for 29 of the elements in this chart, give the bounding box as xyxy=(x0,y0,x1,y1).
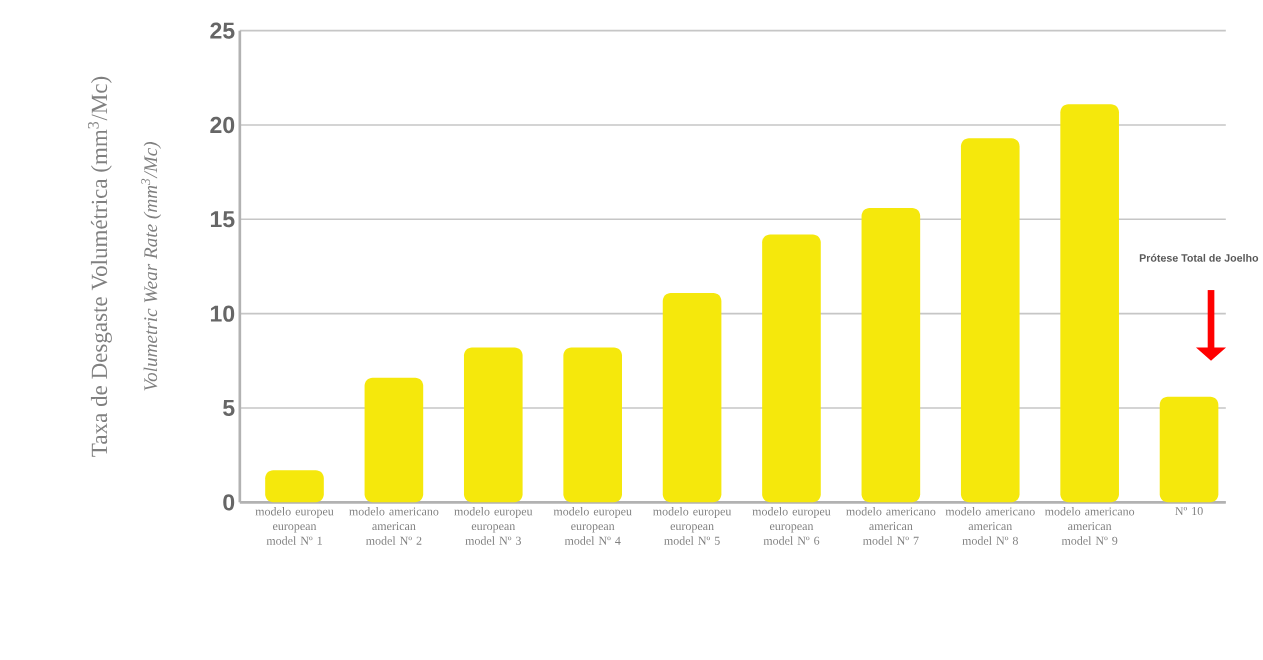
text: Volumetric Wear Rate (mm$^{3}$/Mc) xyxy=(141,142,162,391)
x-tick-label: modelo europeu european model Nº 1 xyxy=(255,507,334,546)
bar xyxy=(1159,396,1219,503)
annotation: Prótese Total de Joelho xyxy=(1139,254,1259,262)
bar xyxy=(662,293,722,503)
y-tick-label: 20 xyxy=(210,117,235,134)
x-tick-label: modelo europeu european model Nº 6 xyxy=(752,507,831,546)
y-tick-label: 10 xyxy=(210,305,235,323)
x-tick-label: modelo europeu european model Nº 5 xyxy=(653,507,732,546)
x-tick-label: modelo europeu european model Nº 3 xyxy=(454,507,533,546)
y-axis-title: Taxa de Desgaste Volumétrica (mm$^{3}$/Mc) xyxy=(87,77,112,457)
x-tick-label: modelo americano american model Nº 2 xyxy=(349,507,439,546)
bar xyxy=(463,347,523,503)
bar xyxy=(1060,104,1119,503)
x-tick-label: Nº 10 xyxy=(1175,507,1203,516)
x-tick-label: modelo americano american model Nº 7 xyxy=(846,507,936,546)
bar xyxy=(762,234,821,503)
bar xyxy=(265,470,324,503)
y-tick-label: 25 xyxy=(210,22,235,40)
x-tick-label: modelo americano american model Nº 8 xyxy=(945,507,1035,546)
bar xyxy=(960,138,1020,503)
bar xyxy=(563,347,622,503)
y-tick-label: 0 xyxy=(223,494,235,511)
bar xyxy=(364,378,424,503)
x-tick-label: modelo europeu european model Nº 4 xyxy=(553,507,632,546)
bar xyxy=(861,208,921,503)
y-tick-label: 15 xyxy=(210,211,235,228)
y-tick-label: 5 xyxy=(223,400,235,417)
x-tick-label: modelo americano american model Nº 9 xyxy=(1044,507,1135,546)
